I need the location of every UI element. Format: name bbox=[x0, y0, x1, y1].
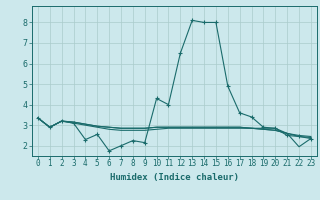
X-axis label: Humidex (Indice chaleur): Humidex (Indice chaleur) bbox=[110, 173, 239, 182]
